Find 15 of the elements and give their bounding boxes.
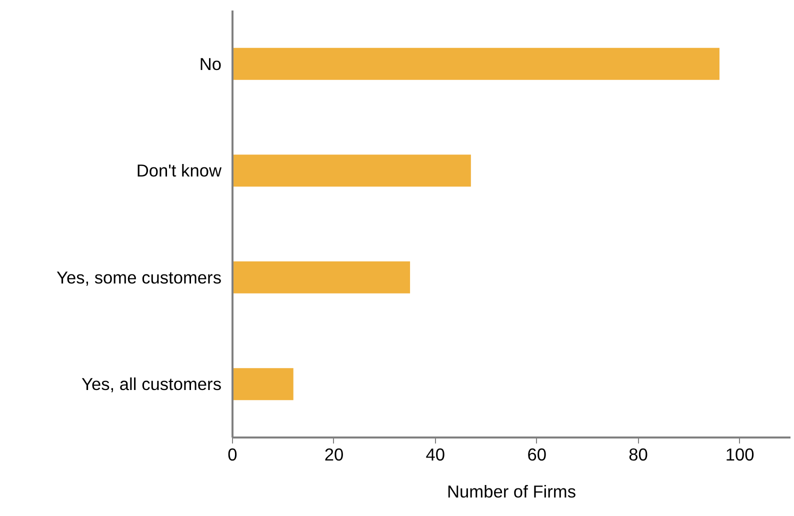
y-tick-label: Yes, all customers — [82, 374, 222, 394]
y-tick-label: No — [199, 54, 222, 74]
bar — [232, 261, 410, 294]
x-tick-label: 80 — [628, 444, 648, 464]
x-tick-label: 40 — [426, 444, 446, 464]
bar — [232, 368, 294, 400]
y-tick-label: Don't know — [136, 160, 222, 181]
x-tick-label: 20 — [324, 444, 344, 464]
x-axis-title: Number of Firms — [446, 482, 576, 502]
y-tick-label: Yes, some customers — [56, 267, 222, 288]
x-tick-label: 60 — [527, 444, 547, 464]
bar — [232, 154, 471, 187]
x-tick-label: 100 — [725, 444, 754, 464]
bar — [232, 48, 720, 80]
x-tick-label: 0 — [228, 444, 238, 464]
